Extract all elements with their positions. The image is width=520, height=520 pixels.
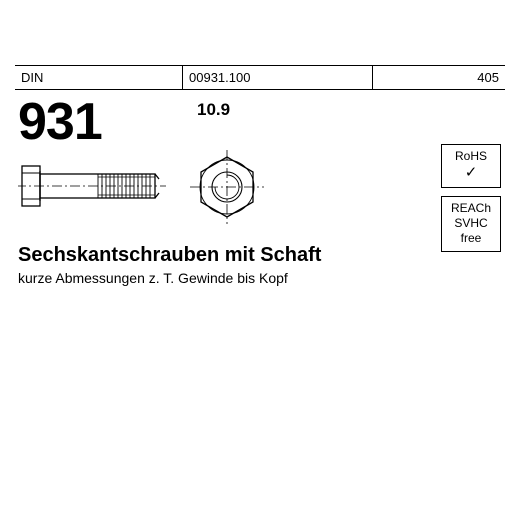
rohs-label: RoHS [444,149,498,164]
header-standard: DIN [15,66,183,89]
header-row: DIN 00931.100 405 [15,66,505,90]
din-number: 931 [18,92,102,152]
reach-line2: SVHC [444,216,498,231]
header-right: 405 [373,66,505,89]
product-subtitle: kurze Abmessungen z. T. Gewinde bis Kopf [18,270,288,286]
datasheet: DIN 00931.100 405 931 10.9 [15,65,505,395]
rohs-badge: RoHS ✓ [441,144,501,188]
check-icon: ✓ [444,164,498,183]
reach-badge: REACh SVHC free [441,196,501,252]
bolt-hex-drawing [190,150,264,224]
strength-grade: 10.9 [197,100,230,120]
reach-line1: REACh [444,201,498,216]
bolt-side-drawing [18,158,168,214]
product-title: Sechskantschrauben mit Schaft [18,244,321,267]
header-code: 00931.100 [183,66,373,89]
reach-line3: free [444,231,498,246]
